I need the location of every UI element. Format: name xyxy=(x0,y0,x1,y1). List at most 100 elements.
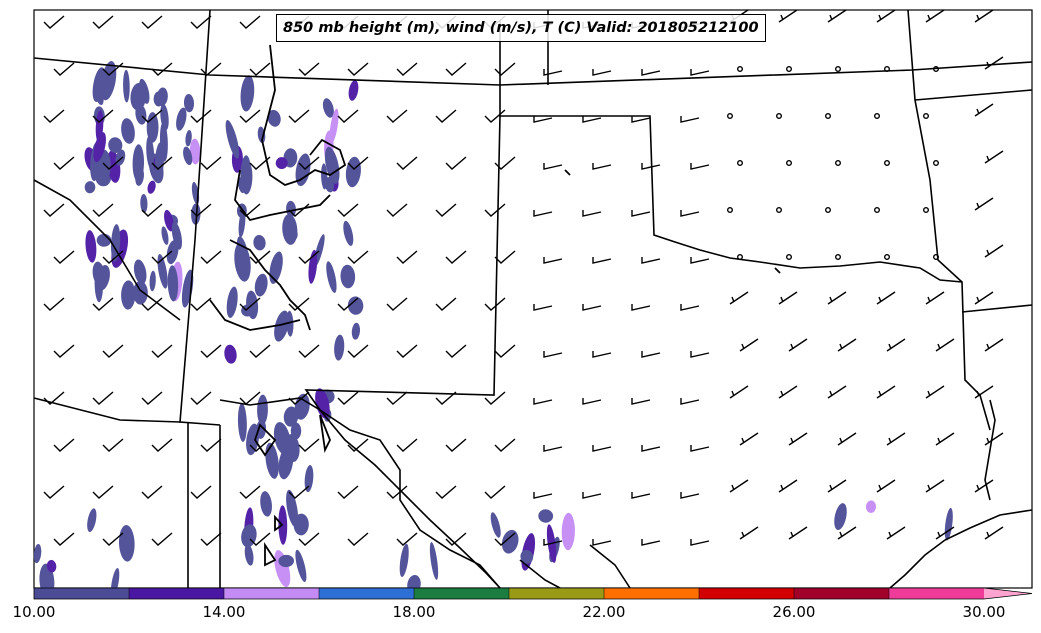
wind-barb xyxy=(347,62,369,76)
colorbar-label: 14.00 xyxy=(202,603,246,621)
wind-barb xyxy=(543,445,563,452)
wind-barb xyxy=(288,109,310,123)
temperature-shading-cell xyxy=(153,91,164,107)
wind-barb xyxy=(92,203,114,217)
temperature-shading-cell xyxy=(501,529,519,554)
temperature-shading-cell xyxy=(183,146,193,166)
wind-barb xyxy=(543,351,563,358)
wind-barb xyxy=(435,297,457,311)
wind-barb xyxy=(141,485,163,499)
wind-barb xyxy=(92,15,114,29)
temperature-shading-cell xyxy=(865,500,877,513)
calm-wind-marker xyxy=(874,206,881,213)
wind-barb xyxy=(386,109,408,123)
calm-wind-marker xyxy=(923,112,930,119)
temperature-shading-cell xyxy=(85,230,97,263)
wind-barb xyxy=(592,257,612,264)
temperature-shading-cell xyxy=(167,265,179,302)
wind-barb xyxy=(582,116,602,123)
wind-barb xyxy=(249,250,271,264)
wind-barb xyxy=(141,297,163,311)
wind-barb xyxy=(680,304,700,311)
wind-barb xyxy=(680,398,700,405)
wind-barb xyxy=(729,479,749,493)
wind-barb xyxy=(484,203,506,217)
wind-barb xyxy=(935,526,955,540)
temperature-shading-cell xyxy=(295,153,311,187)
wind-barb xyxy=(435,485,457,499)
wind-barb xyxy=(690,69,710,76)
wind-barb xyxy=(984,150,1004,164)
wind-barb xyxy=(200,62,222,76)
wind-barb xyxy=(288,391,310,405)
wind-barb xyxy=(778,291,798,305)
wind-barb xyxy=(239,109,261,123)
wind-barb xyxy=(102,344,124,358)
wind-barb xyxy=(445,250,467,264)
wind-barb xyxy=(739,432,759,446)
temperature-shading-cell xyxy=(267,109,281,127)
wind-barb xyxy=(141,109,163,123)
colorbar-label: 22.00 xyxy=(582,603,626,621)
colorbar-segment xyxy=(889,588,984,599)
wind-barb xyxy=(396,62,418,76)
wind-barb xyxy=(778,9,798,23)
wind-barb xyxy=(141,203,163,217)
wind-barb xyxy=(543,69,563,76)
map-title: 850 mb height (m), wind (m/s), T (C) Val… xyxy=(276,14,766,42)
calm-wind-marker xyxy=(933,65,940,72)
wind-barb xyxy=(445,344,467,358)
temperature-shading-cell xyxy=(87,508,97,533)
temperature-shading-cell xyxy=(520,549,534,564)
wind-barb xyxy=(43,15,65,29)
wind-barb xyxy=(876,9,896,23)
wind-barb xyxy=(249,62,271,76)
temperature-shading-cell xyxy=(274,550,291,588)
wind-barb xyxy=(827,479,847,493)
calm-wind-marker xyxy=(727,206,734,213)
wind-barb xyxy=(837,338,857,352)
wind-barb xyxy=(974,9,994,23)
calm-wind-marker xyxy=(776,112,783,119)
calm-wind-marker xyxy=(923,206,930,213)
wind-barb xyxy=(200,250,222,264)
temperature-shading-cell xyxy=(538,509,554,523)
height-contours xyxy=(209,44,781,567)
wind-barb xyxy=(249,532,271,546)
wind-barb xyxy=(53,438,75,452)
temperature-shading-cell xyxy=(123,69,130,103)
wind-barb xyxy=(494,344,516,358)
temperature-shading-cell xyxy=(33,544,42,564)
state-boundaries xyxy=(33,9,1033,589)
wind-barb xyxy=(641,257,661,264)
wind-barb xyxy=(631,210,651,217)
wind-barb xyxy=(288,485,310,499)
wind-barb xyxy=(935,338,955,352)
wind-barb xyxy=(494,62,516,76)
temperature-shading-cell xyxy=(340,264,356,289)
wind-barb xyxy=(631,398,651,405)
wind-barb xyxy=(837,432,857,446)
wind-barb xyxy=(974,103,994,117)
wind-barb xyxy=(435,203,457,217)
wind-barb xyxy=(680,116,700,123)
wind-barb xyxy=(494,250,516,264)
wind-barb xyxy=(43,391,65,405)
wind-barb xyxy=(386,297,408,311)
wind-barb xyxy=(543,257,563,264)
wind-barb xyxy=(788,432,808,446)
wind-barb xyxy=(631,304,651,311)
wind-barb xyxy=(337,391,359,405)
wind-barb xyxy=(190,485,212,499)
calm-wind-marker xyxy=(825,112,832,119)
wind-barb xyxy=(200,156,222,170)
temperature-shading-cell xyxy=(278,554,294,568)
temperature-shading-cell xyxy=(160,103,169,131)
calm-wind-marker xyxy=(786,253,793,260)
wind-barb xyxy=(239,297,261,311)
temperature-shading-cell xyxy=(108,137,123,153)
colorbar-segment xyxy=(794,588,889,599)
calm-wind-marker xyxy=(835,159,842,166)
wind-barb xyxy=(337,203,359,217)
